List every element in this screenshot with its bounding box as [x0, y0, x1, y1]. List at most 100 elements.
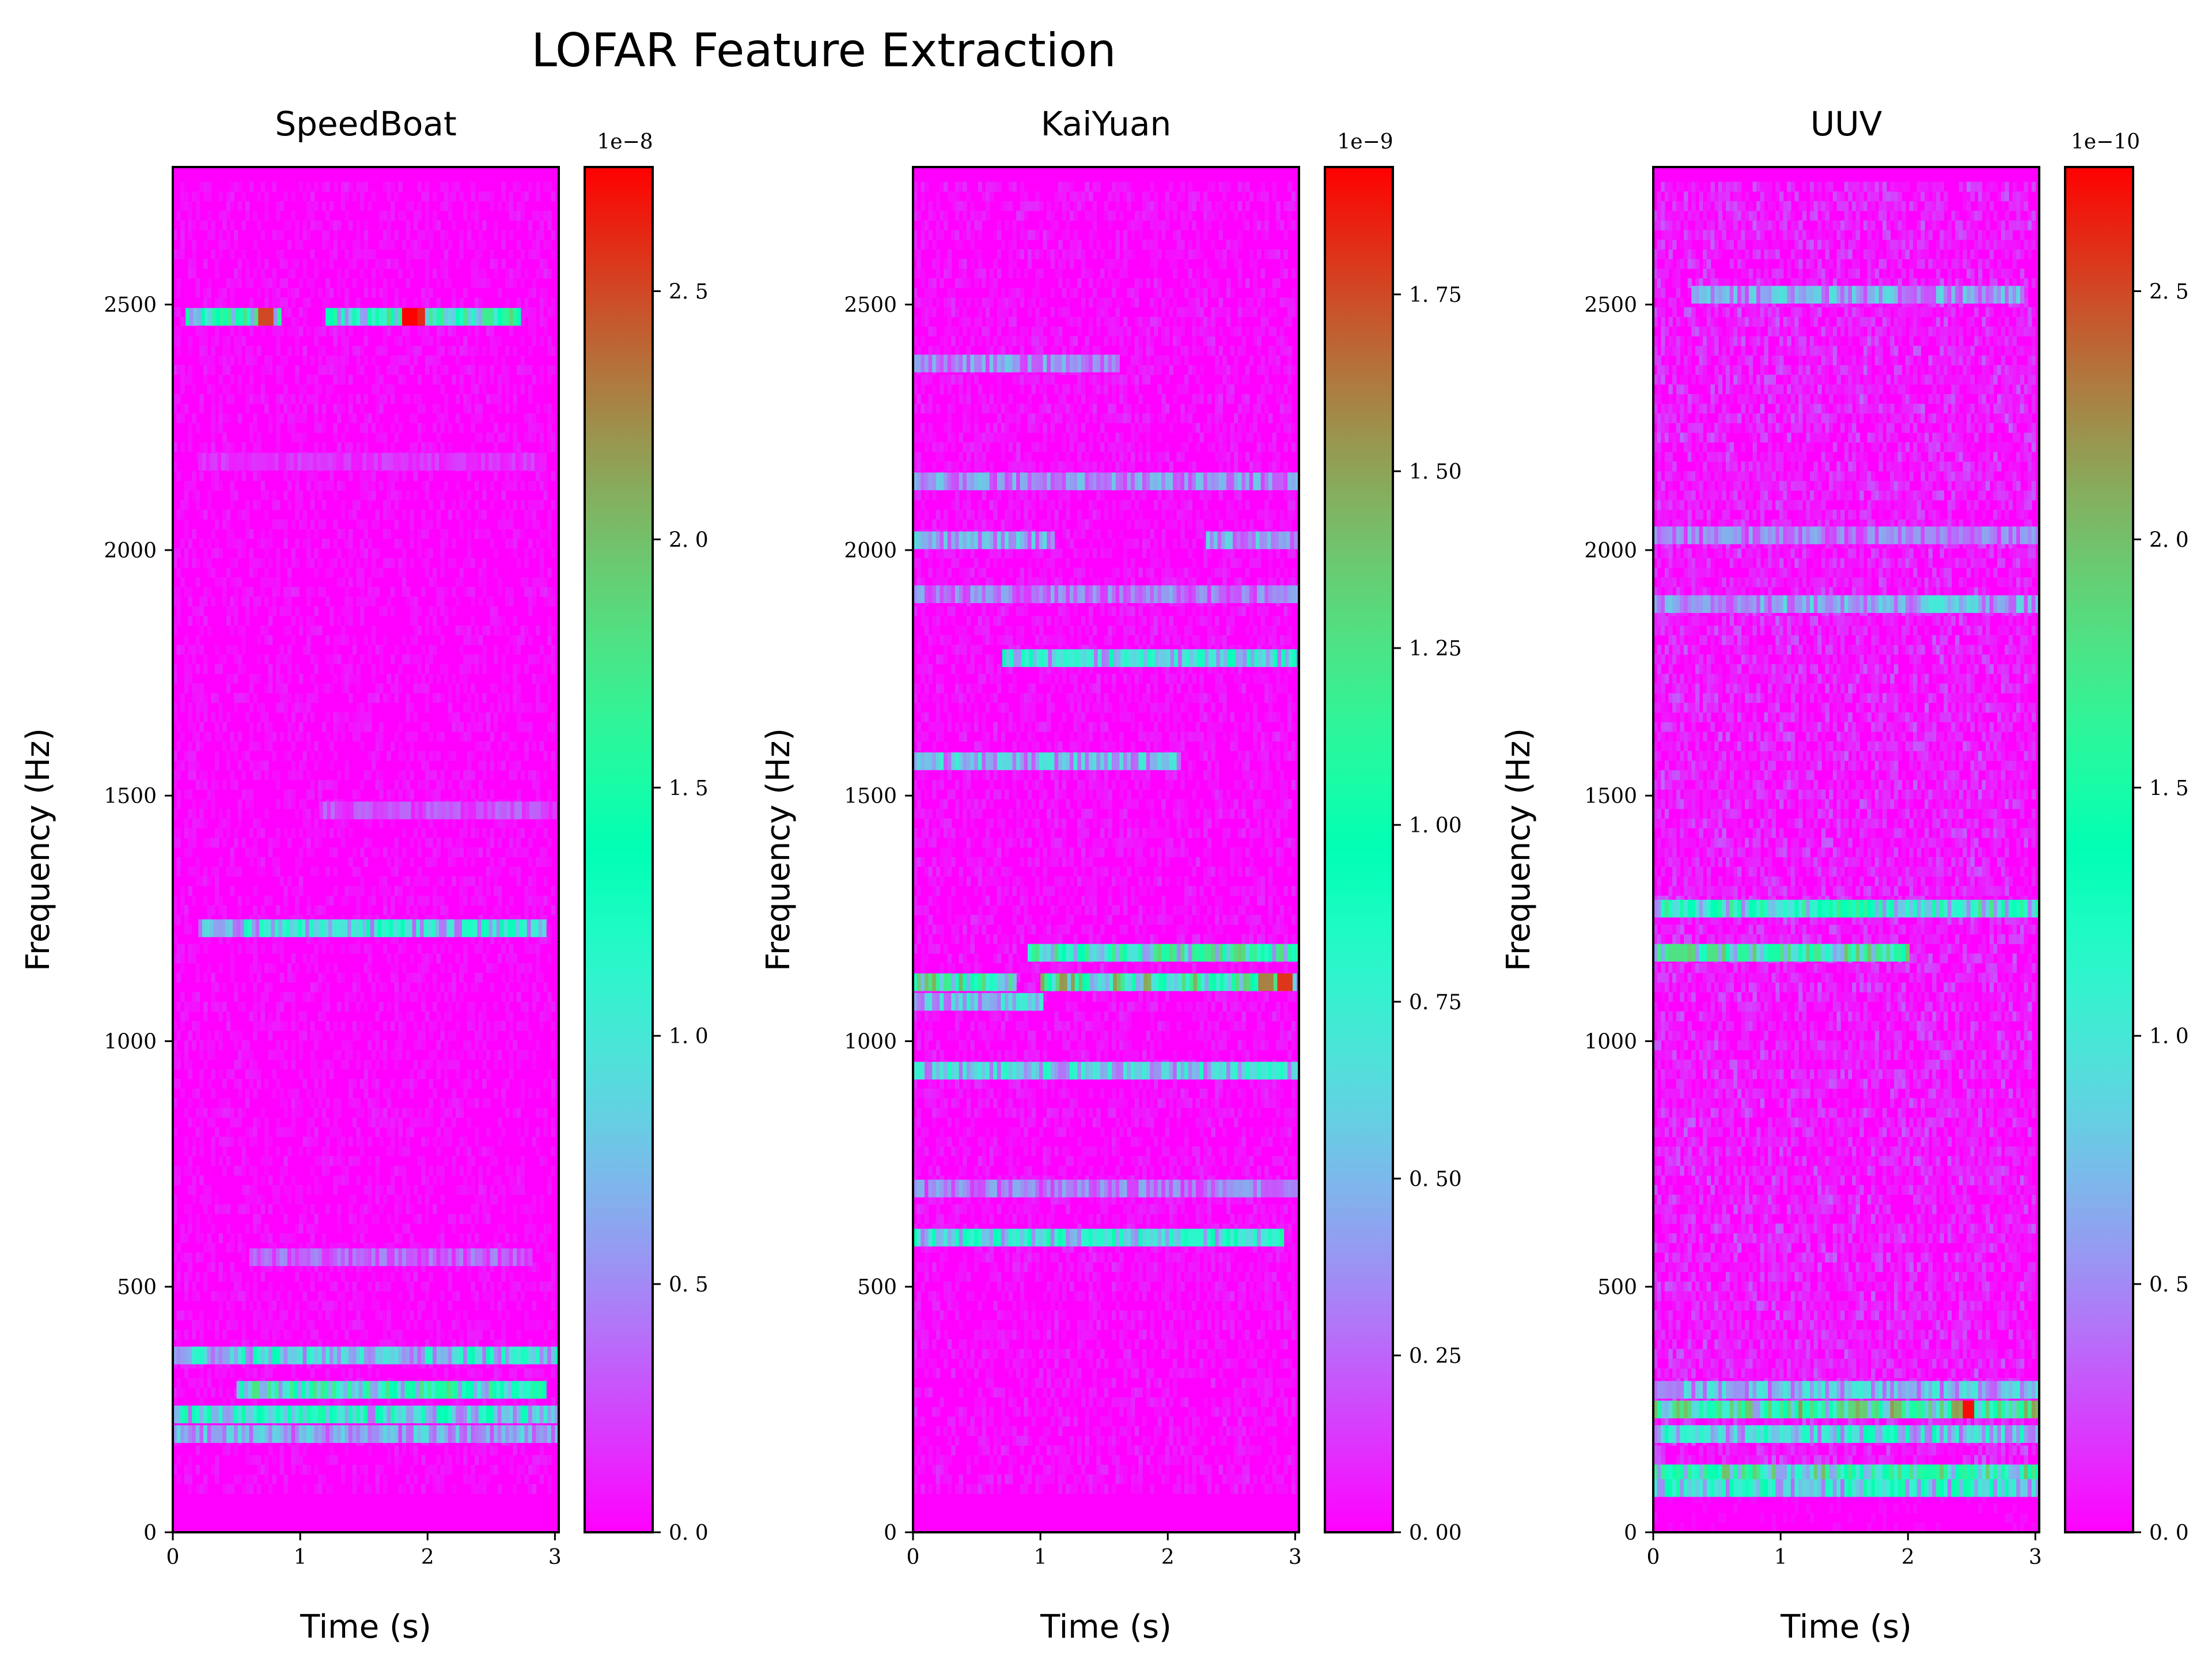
heatmap-cell: [276, 1146, 280, 1156]
heatmap-cell: [184, 481, 188, 491]
heatmap-cell: [280, 876, 284, 886]
heatmap-cell: [219, 703, 223, 713]
heatmap-cell: [222, 365, 226, 375]
heatmap-cell: [283, 191, 287, 201]
heatmap-cell: [249, 278, 253, 288]
heatmap-cell: [280, 1445, 284, 1455]
heatmap-cell: [211, 346, 215, 355]
heatmap-cell: [280, 1021, 284, 1031]
heatmap-cell: [222, 1330, 226, 1339]
heatmap-cell: [280, 992, 284, 1002]
heatmap-cell: [177, 915, 181, 925]
heatmap-cell: [180, 365, 184, 375]
heatmap-cell: [257, 1079, 261, 1089]
heatmap-cell: [287, 645, 291, 654]
heatmap-cell: [234, 1445, 238, 1455]
heatmap-cell: [203, 548, 207, 558]
heatmap-cell: [203, 838, 207, 847]
heatmap-cell: [283, 693, 287, 703]
heatmap-cell: [219, 1205, 223, 1214]
heatmap-cell: [272, 770, 276, 780]
heatmap-cell: [276, 201, 280, 211]
heatmap-cell: [177, 1388, 181, 1397]
heatmap-cell: [245, 1195, 249, 1205]
heatmap-cell: [211, 423, 215, 433]
heatmap-cell: [238, 327, 242, 336]
heatmap-cell: [276, 520, 280, 529]
heatmap-cell: [219, 857, 223, 867]
heatmap-cell: [207, 876, 211, 886]
heatmap-cell: [253, 983, 257, 993]
heatmap-cell: [241, 983, 245, 993]
heatmap-cell: [180, 732, 184, 741]
heatmap-cell: [287, 626, 291, 635]
heatmap-cell: [241, 365, 245, 375]
heatmap-cell: [196, 1214, 200, 1224]
heatmap-cell: [283, 992, 287, 1002]
heatmap-cell: [207, 1195, 211, 1205]
heatmap-cell: [222, 1108, 226, 1118]
heatmap-cell: [276, 587, 280, 597]
heatmap-cell: [226, 539, 230, 548]
heatmap-cell: [234, 336, 238, 346]
heatmap-cell: [276, 1185, 280, 1195]
heatmap-cell: [257, 221, 261, 230]
heatmap-cell: [245, 394, 249, 404]
heatmap-cell: [287, 1195, 291, 1205]
heatmap-cell: [234, 1320, 238, 1330]
heatmap-cell: [238, 384, 242, 394]
heatmap-cell: [226, 240, 230, 249]
heatmap-cell: [238, 654, 242, 664]
heatmap-cell: [253, 1031, 257, 1040]
heatmap-cell: [211, 1089, 215, 1099]
heatmap-cell: [249, 384, 253, 394]
heatmap-cell: [188, 1252, 192, 1262]
heatmap-cell: [241, 221, 245, 230]
heatmap-cell: [211, 790, 215, 800]
heatmap-cell: [283, 221, 287, 230]
heatmap-cell: [196, 1031, 200, 1040]
heatmap-cell: [180, 384, 184, 394]
heatmap-cell: [261, 1291, 265, 1301]
heatmap-cell: [211, 799, 215, 809]
heatmap-cell: [211, 1118, 215, 1127]
heatmap-cell: [257, 558, 261, 568]
heatmap-cell: [177, 346, 181, 355]
heatmap-cell: [253, 1320, 257, 1330]
heatmap-cell: [219, 481, 223, 491]
heatmap-cell: [177, 249, 181, 259]
heatmap-cell: [199, 626, 203, 635]
heatmap-cell: [196, 1233, 200, 1243]
heatmap-cell: [180, 886, 184, 896]
heatmap-cell: [276, 249, 280, 259]
heatmap-cell: [264, 191, 268, 201]
heatmap-cell: [192, 490, 196, 500]
heatmap-cell: [280, 654, 284, 664]
heatmap-cell: [249, 944, 253, 954]
heatmap-cell: [234, 278, 238, 288]
heatmap-cell: [226, 1243, 230, 1253]
heatmap-cell: [280, 230, 284, 240]
heatmap-cell: [280, 606, 284, 616]
heatmap-cell: [203, 973, 207, 983]
heatmap-cell: [192, 1282, 196, 1291]
heatmap-cell: [253, 847, 257, 857]
heatmap-cell: [245, 1224, 249, 1233]
heatmap-cell: [203, 944, 207, 954]
heatmap-cell: [226, 211, 230, 221]
heatmap-cell: [261, 992, 265, 1002]
heatmap-cell: [234, 182, 238, 192]
heatmap-cell: [196, 606, 200, 616]
heatmap-cell: [207, 1233, 211, 1243]
heatmap-cell: [261, 703, 265, 713]
heatmap-cell: [268, 847, 272, 857]
heatmap-cell: [192, 819, 196, 828]
heatmap-cell: [253, 1455, 257, 1465]
heatmap-cell: [268, 1031, 272, 1040]
heatmap-cell: [184, 500, 188, 510]
heatmap-cell: [276, 944, 280, 954]
heatmap-cell: [196, 693, 200, 703]
heatmap-cell: [264, 896, 268, 906]
heatmap-cell: [241, 664, 245, 674]
heatmap-cell: [180, 191, 184, 201]
